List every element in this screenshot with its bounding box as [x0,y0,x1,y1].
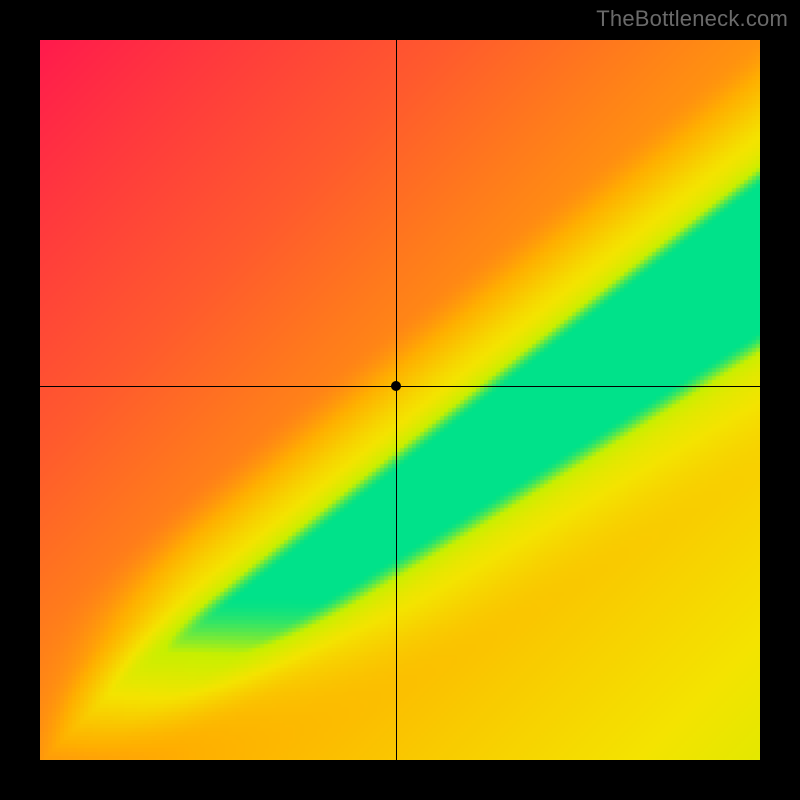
crosshair-dot [391,381,401,391]
plot-area [40,40,760,760]
watermark-text: TheBottleneck.com [596,6,788,32]
heatmap-canvas [40,40,760,760]
figure-container: TheBottleneck.com [0,0,800,800]
crosshair-vertical [396,40,397,760]
